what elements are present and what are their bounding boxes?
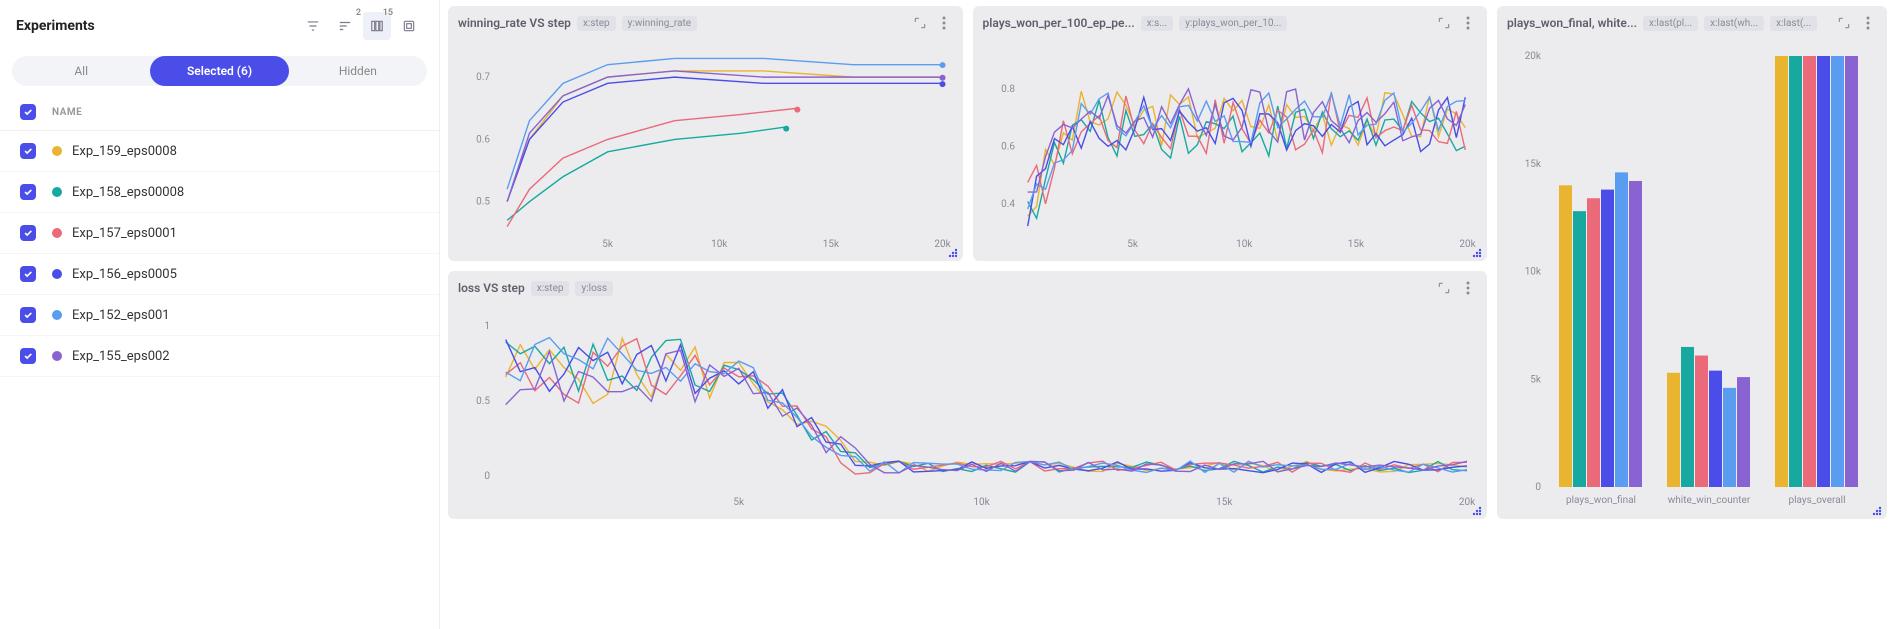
svg-text:5k: 5k (733, 497, 745, 508)
pill-x: x:s... (1141, 16, 1173, 31)
svg-text:15k: 15k (1347, 239, 1364, 250)
expand-icon[interactable] (1435, 14, 1453, 32)
experiment-row[interactable]: Exp_152_eps001 (0, 295, 439, 336)
experiments-sidebar: Experiments 2 15 All Selected (6) Hidden… (0, 0, 440, 629)
svg-text:5k: 5k (602, 239, 614, 250)
experiment-checkbox[interactable] (20, 184, 36, 200)
more-icon[interactable] (1859, 14, 1877, 32)
svg-text:10k: 10k (973, 497, 990, 508)
filter-tabs: All Selected (6) Hidden (12, 56, 427, 86)
experiment-row[interactable]: Exp_155_eps002 (0, 336, 439, 377)
experiment-name: Exp_157_eps0001 (72, 226, 177, 241)
select-all-checkbox[interactable] (20, 104, 36, 120)
resize-handle[interactable] (1471, 247, 1483, 259)
chart-title: plays_won_per_100_ep_pe... (983, 16, 1135, 30)
color-swatch (52, 187, 62, 197)
color-swatch (52, 146, 62, 156)
svg-text:1: 1 (484, 321, 490, 332)
charts-area: winning_rate VS step x:step y:winning_ra… (440, 0, 1895, 629)
svg-text:0.7: 0.7 (476, 72, 490, 83)
svg-text:5k: 5k (1530, 374, 1542, 385)
resize-handle[interactable] (1471, 505, 1483, 517)
svg-text:white_win_counter: white_win_counter (1668, 495, 1751, 506)
pill-x: x:step (531, 281, 570, 296)
experiment-name: Exp_159_eps0008 (72, 144, 177, 159)
svg-text:0.8: 0.8 (1001, 84, 1015, 95)
filter-icon[interactable] (299, 12, 327, 40)
experiment-row[interactable]: Exp_158_eps00008 (0, 172, 439, 213)
column-header-name: NAME (52, 107, 82, 118)
svg-text:plays_won_final: plays_won_final (1566, 494, 1636, 506)
experiment-checkbox[interactable] (20, 143, 36, 159)
more-icon[interactable] (1459, 279, 1477, 297)
sidebar-title: Experiments (16, 18, 95, 34)
pill-1: x:last(wh... (1704, 16, 1764, 31)
experiment-name: Exp_155_eps002 (72, 349, 170, 364)
chart-loss: loss VS step x:step y:loss 00.515k10k15k… (448, 271, 1487, 519)
color-swatch (52, 228, 62, 238)
pill-0: x:last(pl... (1643, 16, 1698, 31)
color-swatch (52, 351, 62, 361)
resize-handle[interactable] (1871, 505, 1883, 517)
svg-text:0.6: 0.6 (1001, 142, 1015, 153)
experiment-name: Exp_158_eps00008 (72, 185, 184, 200)
expand-icon[interactable] (1435, 279, 1453, 297)
svg-text:0.6: 0.6 (476, 134, 490, 145)
svg-text:15k: 15k (823, 239, 840, 250)
svg-text:15k: 15k (1216, 497, 1233, 508)
experiment-checkbox[interactable] (20, 348, 36, 364)
experiment-checkbox[interactable] (20, 225, 36, 241)
svg-text:0.4: 0.4 (1001, 199, 1015, 210)
experiment-checkbox[interactable] (20, 266, 36, 282)
expand-icon[interactable] (1835, 14, 1853, 32)
tab-hidden[interactable]: Hidden (289, 56, 427, 86)
svg-text:0.5: 0.5 (476, 396, 490, 407)
svg-text:0: 0 (1535, 482, 1541, 493)
experiment-name: Exp_156_eps0005 (72, 267, 177, 282)
resize-handle[interactable] (947, 247, 959, 259)
tab-all[interactable]: All (12, 56, 150, 86)
tab-selected[interactable]: Selected (6) (150, 56, 288, 86)
columns-icon[interactable]: 15 (363, 12, 391, 40)
svg-text:20k: 20k (1525, 51, 1542, 62)
experiment-row[interactable]: Exp_159_eps0008 (0, 131, 439, 172)
experiment-row[interactable]: Exp_156_eps0005 (0, 254, 439, 295)
more-icon[interactable] (935, 14, 953, 32)
color-swatch (52, 269, 62, 279)
chart-title: plays_won_final, white... (1507, 16, 1637, 30)
chart-winning-rate: winning_rate VS step x:step y:winning_ra… (448, 6, 963, 261)
chart-plays-won-100: plays_won_per_100_ep_pe... x:s... y:play… (973, 6, 1488, 261)
chart-bars: plays_won_final, white... x:last(pl... x… (1497, 6, 1887, 519)
color-swatch (52, 310, 62, 320)
pill-2: x:last(... (1770, 16, 1817, 31)
pill-y: y:plays_won_per_10... (1179, 16, 1287, 31)
experiment-row[interactable]: Exp_157_eps0001 (0, 213, 439, 254)
svg-text:plays_overall: plays_overall (1788, 495, 1845, 506)
svg-text:0.5: 0.5 (476, 197, 490, 208)
pill-y: y:winning_rate (622, 16, 697, 31)
sort-icon[interactable]: 2 (331, 12, 359, 40)
experiment-checkbox[interactable] (20, 307, 36, 323)
experiment-name: Exp_152_eps001 (72, 308, 170, 323)
svg-text:10k: 10k (1236, 239, 1253, 250)
svg-text:5k: 5k (1127, 239, 1139, 250)
svg-text:15k: 15k (1525, 159, 1542, 170)
svg-text:10k: 10k (1525, 267, 1542, 278)
chart-title: winning_rate VS step (458, 16, 571, 30)
more-icon[interactable] (1459, 14, 1477, 32)
expand-icon[interactable] (911, 14, 929, 32)
svg-text:10k: 10k (711, 239, 728, 250)
chart-title: loss VS step (458, 281, 525, 295)
pill-y: y:loss (575, 281, 613, 296)
grid-icon[interactable] (395, 12, 423, 40)
pill-x: x:step (577, 16, 616, 31)
svg-text:0: 0 (484, 471, 490, 482)
